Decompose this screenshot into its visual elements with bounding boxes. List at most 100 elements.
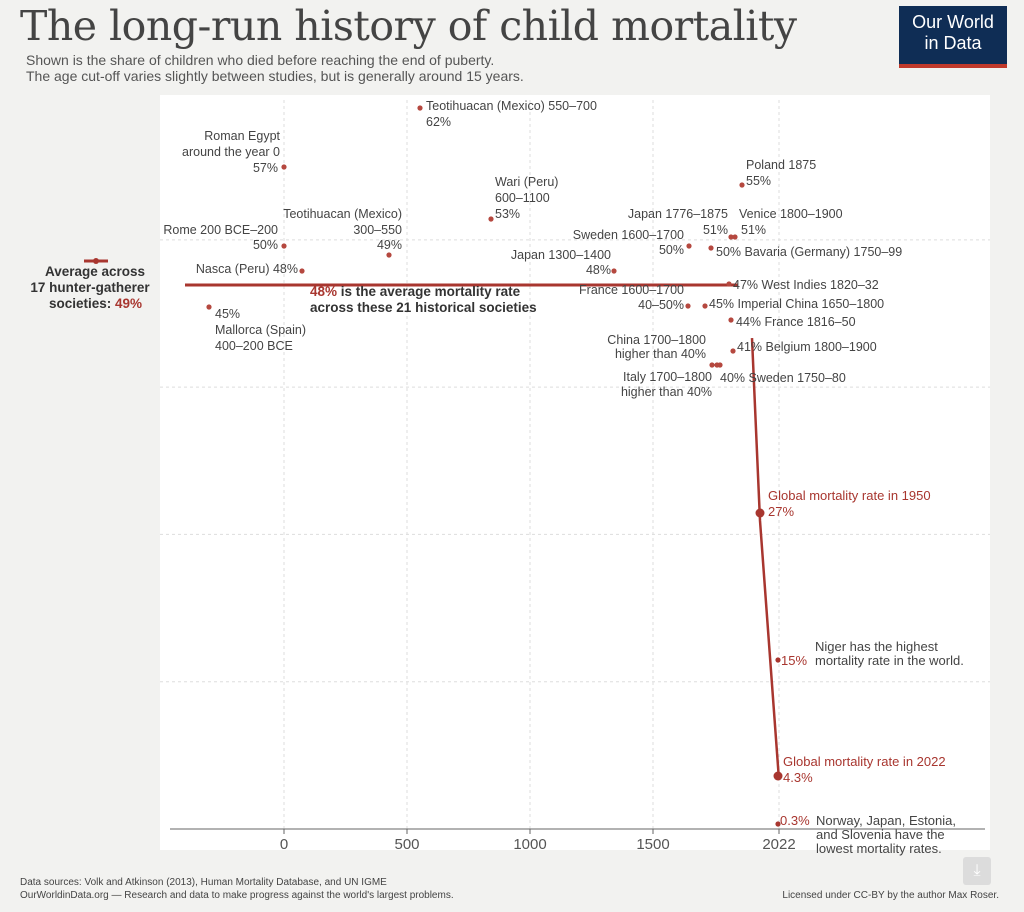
- data-label: 47% West Indies 1820–32: [733, 278, 879, 292]
- data-label: higher than 40%: [621, 385, 712, 399]
- data-point: [281, 164, 287, 170]
- data-label: China 1700–1800: [607, 333, 706, 347]
- data-point: [686, 243, 692, 249]
- subtitle-line-2: The age cut-off varies slightly between …: [26, 68, 524, 84]
- data-label: Wari (Peru): [495, 175, 558, 189]
- data-label: 40–50%: [638, 298, 684, 312]
- data-label: Japan 1776–1875: [628, 207, 728, 221]
- data-label-value: 48%: [586, 263, 611, 277]
- data-label: 45%: [215, 307, 240, 321]
- chart-subtitle: Shown is the share of children who died …: [26, 52, 524, 84]
- historical-average-label-1: 48% is the average mortality rate: [310, 284, 521, 299]
- data-label-value: 62%: [426, 115, 451, 129]
- data-label: Mallorca (Spain): [215, 323, 306, 337]
- global-data-point: [755, 508, 765, 518]
- plot-area: [160, 95, 990, 850]
- data-point: [709, 362, 715, 368]
- data-point: [739, 182, 745, 188]
- data-label: Poland 1875: [746, 158, 816, 172]
- data-point: [717, 362, 723, 368]
- footer-sources: Data sources: Volk and Atkinson (2013), …: [20, 876, 454, 902]
- hunter-gatherer-label-1: Average across: [45, 264, 145, 279]
- data-label-value: 51%: [703, 223, 728, 237]
- global-data-label: 27%: [768, 504, 794, 519]
- data-label-value: 57%: [253, 161, 278, 175]
- x-tick-label: 500: [394, 836, 419, 853]
- data-label: around the year 0: [182, 145, 280, 159]
- global-data-label: lowest mortality rates.: [816, 841, 942, 856]
- global-data-label: and Slovenia have the: [816, 827, 945, 842]
- data-label: Italy 1700–1800: [623, 370, 712, 384]
- data-point: [685, 303, 691, 309]
- global-data-label: 4.3%: [783, 770, 813, 785]
- data-label: Teotihuacan (Mexico): [283, 207, 402, 221]
- data-label-value: 55%: [746, 174, 771, 188]
- data-point: [386, 252, 392, 258]
- download-button[interactable]: ⤓: [963, 857, 991, 885]
- x-tick-label: 1500: [636, 836, 669, 853]
- data-label: Sweden 1600–1700: [573, 228, 684, 242]
- data-label: Teotihuacan (Mexico) 550–700: [426, 99, 597, 113]
- chart-title: The long-run history of child mortality: [20, 2, 797, 50]
- data-label-value: 51%: [741, 223, 766, 237]
- download-icon: ⤓: [973, 862, 981, 879]
- data-label: higher than 40%: [615, 347, 706, 361]
- global-data-label: Niger has the highest: [815, 639, 938, 654]
- x-tick-label: 0: [280, 836, 288, 853]
- hunter-gatherer-label-2: 17 hunter-gatherer: [30, 280, 150, 295]
- global-data-label: mortality rate in the world.: [815, 653, 964, 668]
- logo-line-1: Our World: [912, 12, 994, 32]
- data-point: [708, 245, 714, 251]
- data-point: [611, 268, 617, 274]
- global-data-point: [775, 657, 781, 663]
- footer-license: Licensed under CC-BY by the author Max R…: [782, 890, 999, 901]
- data-label: 600–1100: [495, 191, 550, 205]
- data-label-value: 50%: [253, 238, 278, 252]
- global-data-label: Global mortality rate in 1950: [768, 488, 931, 503]
- data-point: [728, 234, 734, 240]
- data-label: Venice 1800–1900: [739, 207, 843, 221]
- data-label: Nasca (Peru) 48%: [196, 262, 298, 276]
- data-point: [417, 105, 423, 111]
- data-label: 300–550: [353, 223, 402, 237]
- data-label-value: 53%: [495, 207, 520, 221]
- logo-line-2: in Data: [924, 33, 982, 53]
- data-label: 44% France 1816–50: [736, 315, 856, 329]
- data-label: France 1600–1700: [579, 283, 684, 297]
- global-data-point: [775, 821, 781, 827]
- footer-site-text[interactable]: OurWorldinData.org — Research and data t…: [20, 890, 454, 901]
- data-label: 400–200 BCE: [215, 339, 293, 353]
- data-point: [702, 303, 708, 309]
- data-point: [730, 348, 736, 354]
- data-label-value: 50%: [659, 243, 684, 257]
- hunter-gatherer-value: 49%: [115, 296, 142, 311]
- historical-average-label-2: across these 21 historical societies: [310, 300, 537, 315]
- data-label: 50% Bavaria (Germany) 1750–99: [716, 245, 902, 259]
- data-point: [299, 268, 305, 274]
- data-label: 40% Sweden 1750–80: [720, 371, 846, 385]
- data-label: Rome 200 BCE–200: [163, 223, 278, 237]
- data-point: [726, 281, 732, 287]
- global-mortality-line: [750, 338, 781, 780]
- historical-average-text: is the average mortality rate: [337, 284, 521, 299]
- data-point: [728, 317, 734, 323]
- owid-logo[interactable]: Our World in Data: [899, 6, 1007, 68]
- hunter-gatherer-marker: [93, 258, 99, 264]
- global-data-label: Norway, Japan, Estonia,: [816, 813, 956, 828]
- global-data-label: 0.3%: [780, 813, 810, 828]
- data-label-value: 49%: [377, 238, 402, 252]
- global-data-label: 15%: [781, 653, 807, 668]
- x-tick-label: 1000: [513, 836, 546, 853]
- data-point: [281, 243, 287, 249]
- historical-average-value: 48%: [310, 284, 337, 299]
- data-label: Japan 1300–1400: [511, 248, 611, 262]
- data-point: [488, 216, 494, 222]
- global-data-point: [773, 771, 783, 781]
- x-tick-label: 2022: [762, 836, 795, 853]
- data-point: [732, 234, 738, 240]
- data-label: Roman Egypt: [204, 129, 280, 143]
- footer-sources-text: Data sources: Volk and Atkinson (2013), …: [20, 877, 387, 888]
- data-point: [206, 304, 212, 310]
- subtitle-line-1: Shown is the share of children who died …: [26, 52, 495, 68]
